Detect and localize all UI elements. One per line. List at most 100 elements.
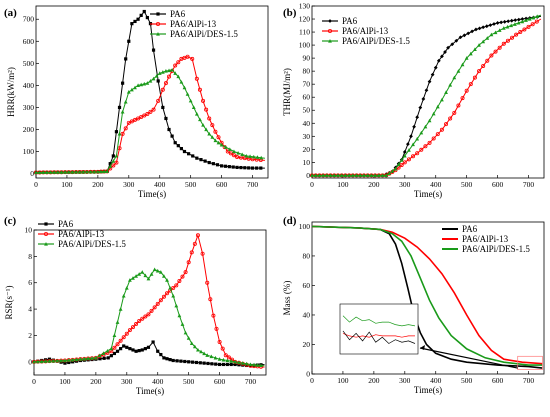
data-point (259, 155, 264, 160)
data-point (195, 156, 199, 160)
data-point (142, 113, 147, 118)
inset-series-line (342, 330, 416, 344)
data-point (131, 348, 135, 352)
data-point (177, 278, 182, 283)
data-point (493, 49, 498, 54)
data-point (527, 17, 532, 21)
data-point (259, 166, 263, 170)
data-point (520, 19, 525, 24)
legend-entry: PA6 (170, 9, 186, 19)
data-point (123, 99, 128, 104)
y-tick-label: 120 (299, 15, 311, 24)
data-point (207, 131, 212, 136)
data-point (146, 276, 151, 281)
data-point (402, 150, 407, 154)
data-point (350, 173, 355, 177)
data-point (448, 83, 453, 87)
data-point (114, 130, 119, 134)
data-point (454, 38, 459, 43)
data-point (124, 57, 128, 61)
y-axis-label: Mass (%) (282, 281, 292, 316)
data-point (111, 159, 116, 163)
y-tick-label: 0 (306, 171, 310, 180)
y-tick-label: 130 (299, 2, 311, 11)
data-point (179, 80, 184, 84)
data-point (78, 357, 83, 361)
data-point (244, 153, 249, 158)
data-point (473, 47, 477, 52)
data-point (151, 107, 156, 112)
data-point (175, 359, 179, 363)
data-point (173, 63, 178, 68)
data-point (183, 359, 187, 364)
data-point (164, 116, 168, 121)
data-point (464, 88, 469, 93)
data-point (124, 286, 129, 290)
data-point (472, 75, 477, 80)
data-point (176, 144, 180, 148)
data-point (464, 56, 469, 60)
data-point (460, 96, 465, 101)
data-point (190, 360, 195, 364)
data-point (415, 115, 420, 120)
data-point (48, 170, 53, 174)
series-line (35, 69, 265, 173)
series-line (35, 56, 265, 173)
data-point (183, 330, 188, 335)
y-tick-label: 2 (28, 331, 32, 340)
y-tick-label: 20 (303, 145, 311, 154)
x-tick-label: 200 (92, 180, 104, 189)
y-tick-label: 80 (303, 251, 311, 260)
data-point (145, 112, 150, 117)
data-point (154, 74, 159, 78)
data-point (115, 320, 120, 324)
data-point (160, 87, 165, 92)
data-point (481, 25, 486, 30)
data-point (237, 360, 241, 365)
data-point (171, 285, 176, 290)
data-point (139, 114, 144, 119)
legend-entry: PA6/AlPi/DES-1.5 (462, 244, 530, 254)
data-point (63, 170, 68, 174)
data-point (489, 53, 494, 58)
data-point (477, 26, 482, 31)
data-point (419, 130, 424, 135)
data-point (185, 92, 190, 96)
legend-entry: PA6 (58, 219, 74, 229)
data-point (209, 354, 214, 359)
data-point (134, 349, 138, 353)
data-point (227, 165, 231, 169)
x-tick-label: 200 (90, 377, 102, 386)
data-point (118, 307, 123, 311)
data-point (201, 123, 205, 127)
data-point (81, 169, 86, 174)
data-point (63, 361, 67, 365)
data-point (530, 22, 535, 27)
inset-series-line (342, 333, 415, 338)
data-point (197, 87, 202, 92)
legend-entry: PA6/AlPi-13 (462, 234, 509, 244)
x-axis-label: Time(s) (414, 189, 442, 199)
data-point (143, 273, 148, 278)
data-point (245, 363, 249, 368)
data-point (204, 107, 209, 112)
y-tick-label: 10 (303, 158, 311, 167)
data-point (347, 173, 352, 177)
data-point (32, 359, 36, 364)
data-point (143, 347, 147, 351)
data-point (194, 112, 199, 116)
data-point (66, 170, 71, 174)
data-point (145, 81, 150, 85)
data-point (199, 349, 203, 354)
x-tick-label: 200 (368, 376, 380, 385)
series-line (311, 225, 543, 366)
data-point (207, 160, 211, 165)
data-point (440, 97, 444, 102)
data-point (111, 154, 115, 158)
data-point (427, 79, 432, 84)
data-point (208, 297, 213, 302)
legend-marker (44, 231, 49, 236)
data-point (39, 359, 44, 364)
data-point (177, 313, 182, 318)
